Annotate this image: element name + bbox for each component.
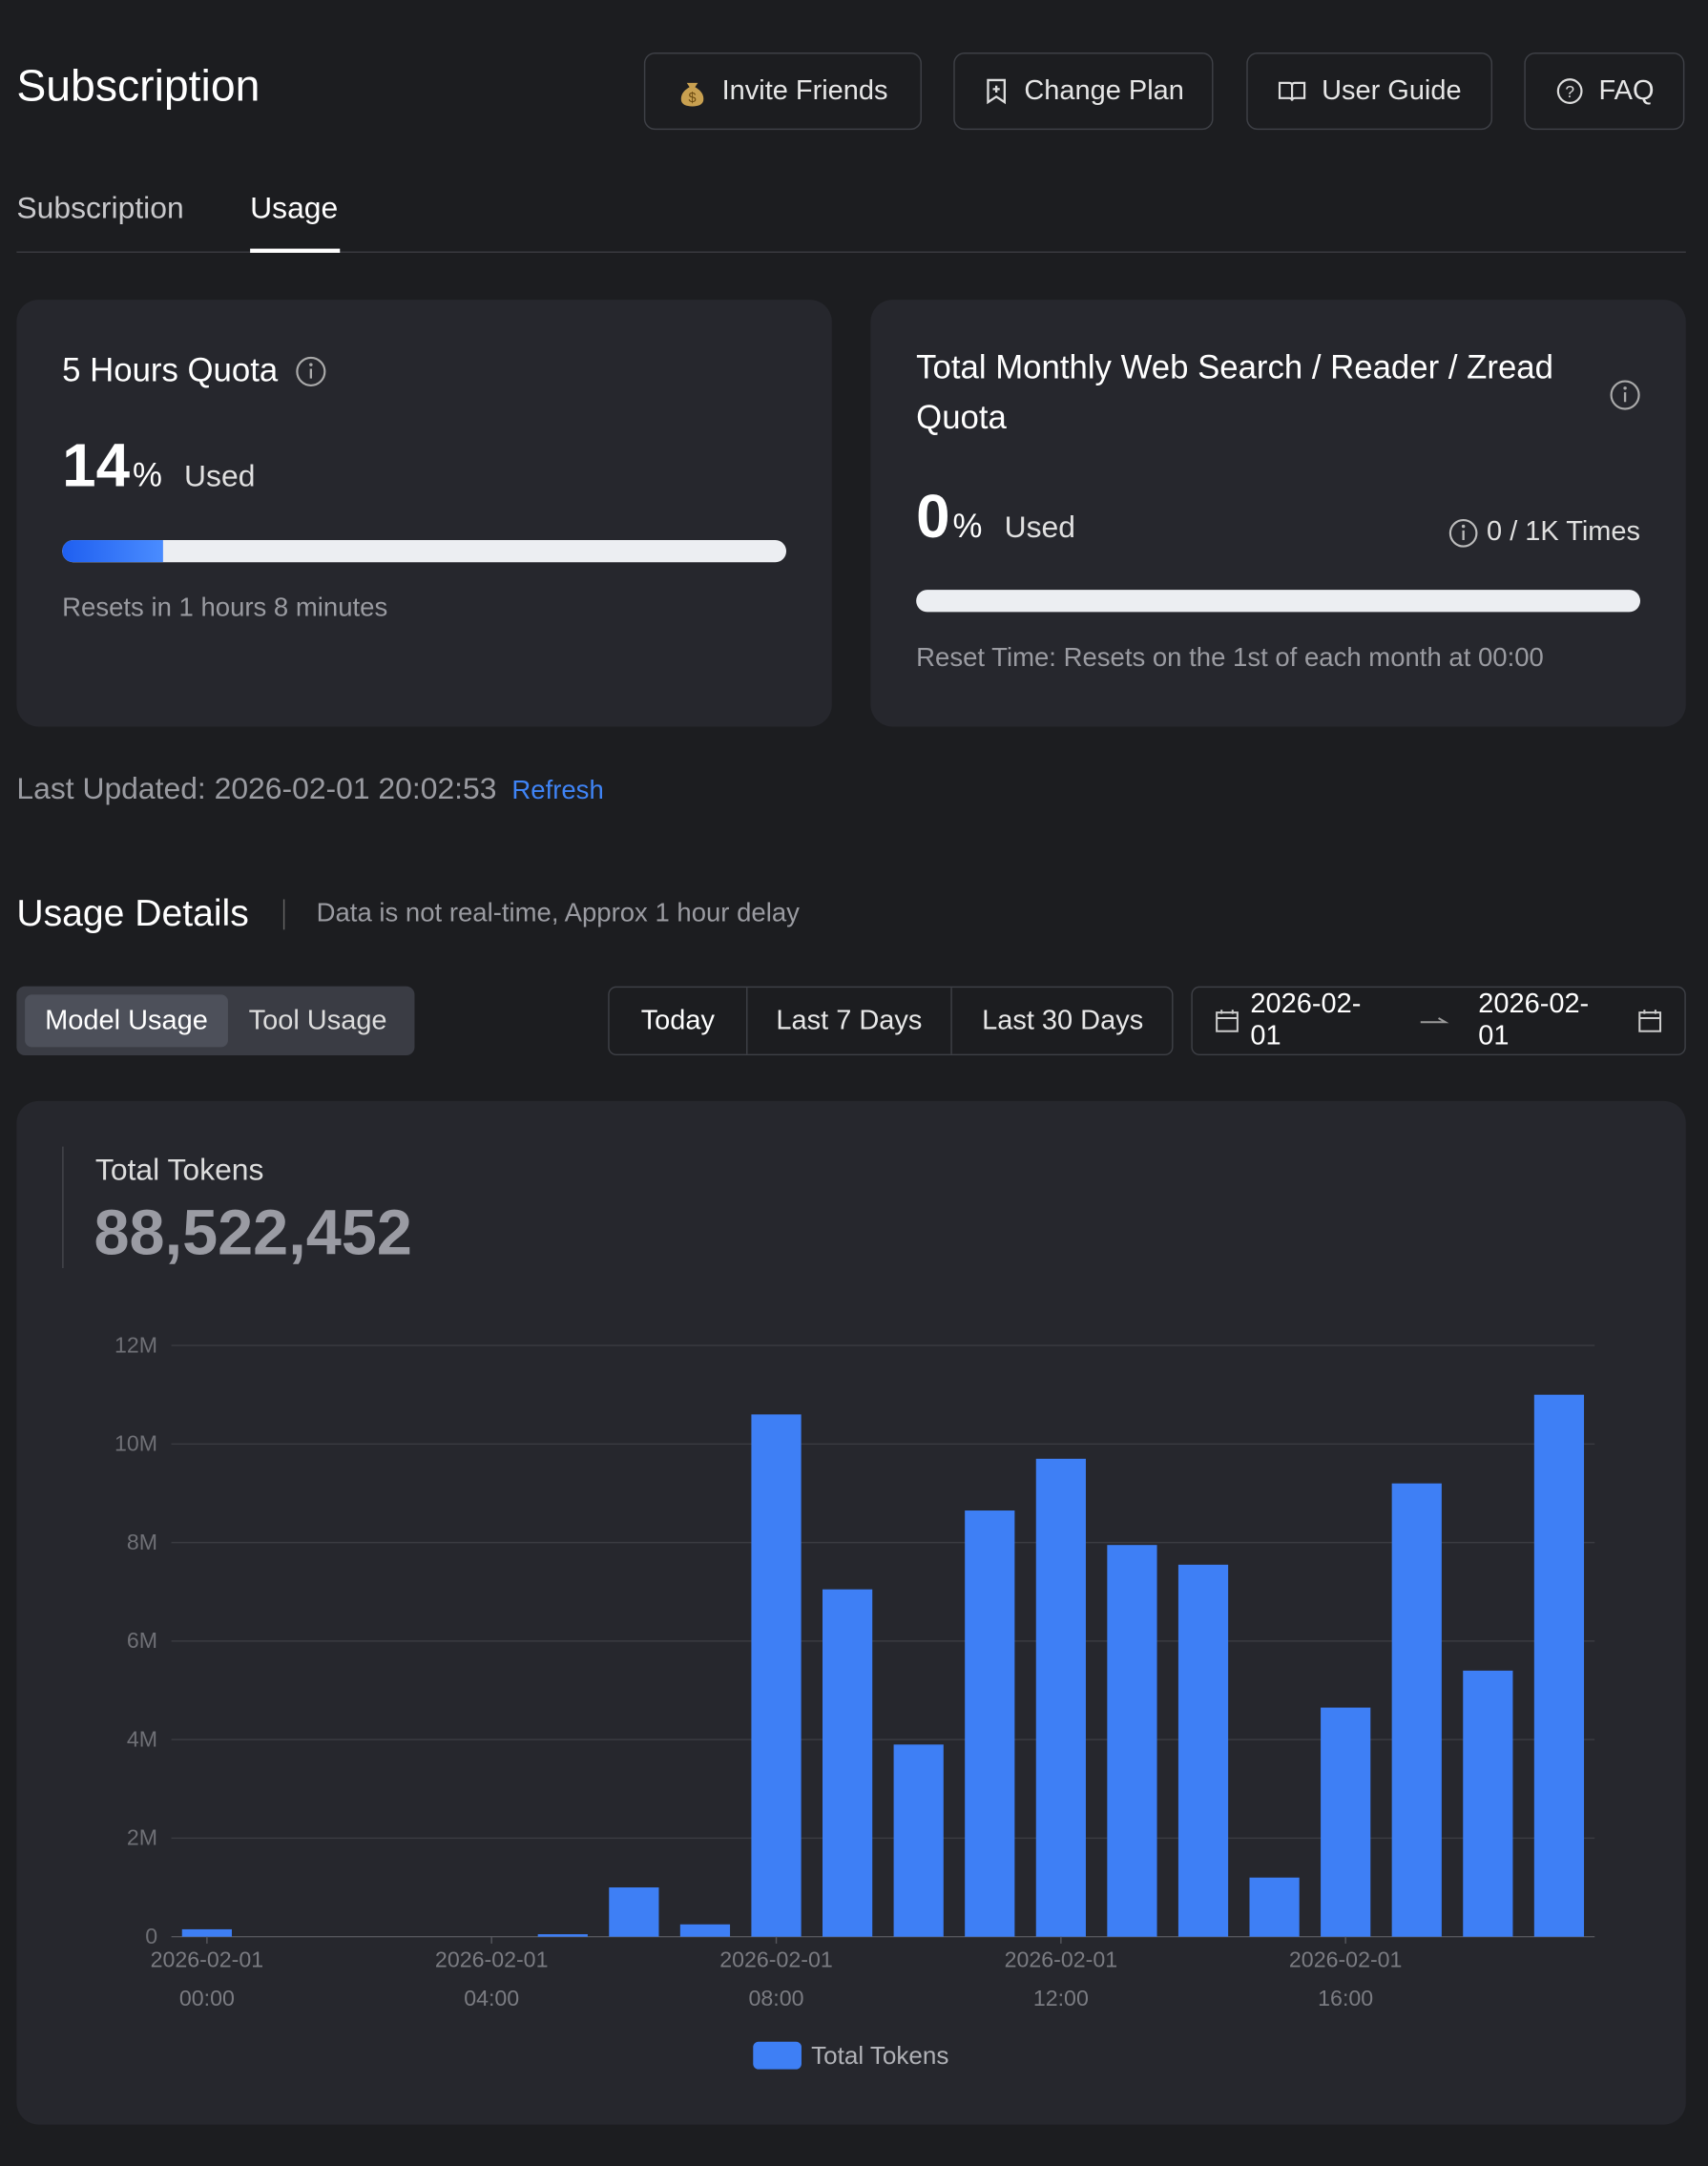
stat-border xyxy=(62,1146,64,1268)
percent-unit: % xyxy=(952,508,983,546)
icon: $ xyxy=(681,82,704,107)
bar xyxy=(1249,1877,1300,1937)
date-picker[interactable]: 2026-02-01 2026-02-01 xyxy=(1191,986,1686,1056)
used-label: Used xyxy=(1004,510,1075,545)
y-tick-label: 8M xyxy=(127,1530,157,1554)
bar xyxy=(1321,1707,1371,1937)
progress-track xyxy=(62,540,787,563)
used-label: Used xyxy=(184,458,256,493)
last-updated-row: Last Updated: 2026-02-01 20:02:53 Refres… xyxy=(16,771,603,807)
range-option[interactable]: Last 7 Days xyxy=(776,1005,923,1036)
info-icon xyxy=(1610,380,1640,410)
x-tick-label: 2026-02-01 08:00 xyxy=(719,1948,833,2011)
icon xyxy=(987,78,1007,105)
page-title: Subscription xyxy=(16,60,260,111)
bar xyxy=(965,1510,1015,1937)
range-option[interactable]: Today xyxy=(640,1005,715,1036)
range-option[interactable]: Last 30 Days xyxy=(982,1005,1144,1036)
icon: ? xyxy=(1556,78,1583,104)
bar xyxy=(1177,1564,1229,1937)
bar xyxy=(1107,1545,1157,1937)
y-tick-label: 2M xyxy=(127,1825,157,1850)
y-tick-label: 4M xyxy=(127,1726,157,1751)
y-tick-label: 0 xyxy=(145,1924,157,1948)
stat-label: Total Tokens xyxy=(94,1152,264,1187)
arrow xyxy=(1421,1017,1449,1024)
usage-toggle: Model Usage Tool Usage xyxy=(16,986,415,1056)
separator xyxy=(282,899,285,930)
reset-text: Resets in 1 hours 8 minutes xyxy=(62,594,388,623)
times-text: 0 / 1K Times xyxy=(1487,516,1641,548)
times-row: 0 / 1K Times xyxy=(1448,516,1640,548)
x-tick-label: 2026-02-01 16:00 xyxy=(1288,1948,1403,2011)
card-title: Total Monthly Web Search / Reader / Zrea… xyxy=(916,349,1553,437)
bar xyxy=(609,1887,659,1937)
bar xyxy=(537,1934,588,1937)
button-label: Change Plan xyxy=(1024,74,1184,106)
section-note: Data is not real-time, Approx 1 hour del… xyxy=(316,899,800,928)
button-label: FAQ xyxy=(1598,74,1655,106)
bar xyxy=(1035,1458,1086,1937)
card-title: 5 Hours Quota xyxy=(62,352,279,390)
date-end: 2026-02-01 xyxy=(1478,989,1590,1052)
range-group: Today Last 7 Days Last 30 Days xyxy=(608,986,1174,1056)
user-guide-button[interactable]: User Guide xyxy=(1246,52,1493,131)
toggle-active[interactable]: Model Usage xyxy=(25,994,228,1048)
progress-fill xyxy=(62,540,164,563)
x-tick-label: 2026-02-01 12:00 xyxy=(1004,1948,1118,2011)
bar xyxy=(1533,1394,1585,1937)
divider xyxy=(746,988,748,1054)
svg-text:?: ? xyxy=(1565,82,1574,101)
svg-text:$: $ xyxy=(689,91,697,106)
tab-underline xyxy=(250,248,341,253)
stat-value: 88,522,452 xyxy=(94,1196,412,1268)
button-label: User Guide xyxy=(1322,74,1462,106)
percent-unit: % xyxy=(132,457,162,495)
percent-value: 0 xyxy=(916,483,950,552)
section-title: Usage Details xyxy=(16,892,249,934)
bar xyxy=(679,1924,731,1937)
last-updated: Last Updated: 2026-02-01 20:02:53 xyxy=(16,770,497,806)
quota-card: Total Monthly Web Search / Reader / Zrea… xyxy=(870,300,1686,727)
reset-text: Reset Time: Resets on the 1st of each mo… xyxy=(916,643,1544,674)
progress-track xyxy=(916,590,1641,613)
bar xyxy=(1463,1670,1513,1937)
bar xyxy=(181,1928,232,1937)
toggle-option[interactable]: Tool Usage xyxy=(248,1005,387,1036)
x-tick-label: 2026-02-01 04:00 xyxy=(434,1948,549,2011)
y-tick-label: 6M xyxy=(127,1628,157,1653)
y-tick-label: 10M xyxy=(115,1431,157,1456)
x-tick-label: 2026-02-01 00:00 xyxy=(150,1948,264,2011)
usage-row: 14 % Used xyxy=(62,432,255,501)
tab-divider xyxy=(16,251,1686,253)
bar xyxy=(751,1414,802,1937)
refresh-link[interactable]: Refresh xyxy=(511,776,604,806)
legend-label: Total Tokens xyxy=(811,2041,948,2070)
y-tick-label: 12M xyxy=(115,1332,157,1357)
bar xyxy=(1391,1483,1442,1937)
quota-card: 5 Hours Quota 14 % Used Resets in 1 hour… xyxy=(16,300,832,727)
calendar-icon xyxy=(1638,1010,1662,1032)
bar xyxy=(823,1589,873,1937)
change-plan-button[interactable]: Change Plan xyxy=(953,52,1214,131)
button-label: Invite Friends xyxy=(721,74,888,106)
faq-button[interactable]: ? FAQ xyxy=(1524,52,1685,131)
invite-button[interactable]: $ Invite Friends xyxy=(643,52,922,131)
date-start: 2026-02-01 xyxy=(1250,989,1362,1052)
tab-active[interactable]: Usage xyxy=(250,190,339,225)
divider xyxy=(950,988,952,1054)
info-icon xyxy=(1448,518,1478,547)
bar xyxy=(893,1744,944,1937)
icon xyxy=(1279,81,1306,101)
legend-swatch xyxy=(753,2041,802,2070)
percent-value: 14 xyxy=(62,432,131,501)
info-icon xyxy=(296,356,326,386)
tab[interactable]: Subscription xyxy=(16,190,184,225)
card-title-row: 5 Hours Quota xyxy=(62,352,327,391)
calendar-icon xyxy=(1216,1010,1239,1032)
usage-row: 0 % Used xyxy=(916,484,1075,552)
